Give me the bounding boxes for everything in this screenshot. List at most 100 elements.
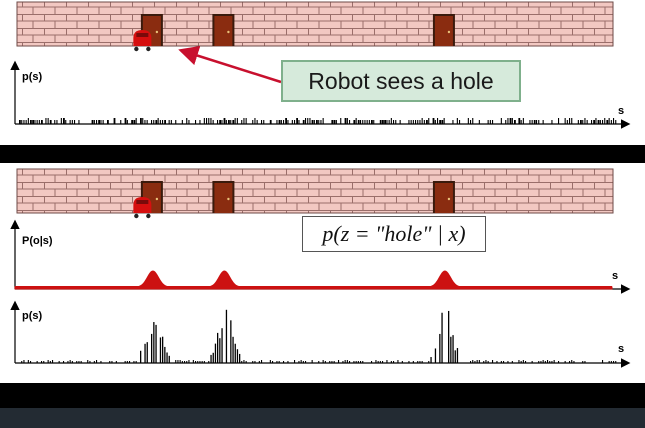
uniform-bar xyxy=(313,120,315,124)
posterior-bar xyxy=(569,361,571,363)
uniform-bar xyxy=(164,120,166,124)
uniform-bar xyxy=(23,120,25,124)
uniform-bar xyxy=(349,120,351,124)
door-knob-0 xyxy=(155,30,159,34)
uniform-bar xyxy=(232,120,235,124)
uniform-bar xyxy=(74,120,76,124)
uniform-bar xyxy=(529,120,531,124)
robot-wheel-0 xyxy=(134,213,139,219)
posterior-bar xyxy=(571,360,573,363)
uniform-bar xyxy=(533,120,536,124)
posterior-bar xyxy=(353,361,355,363)
uniform-bar xyxy=(388,120,390,124)
uniform-bar xyxy=(307,118,309,124)
posterior-bar xyxy=(287,361,289,363)
uniform-bar xyxy=(175,120,177,124)
uniform-bar xyxy=(120,120,122,124)
uniform-bar xyxy=(261,120,263,124)
uniform-bar xyxy=(170,120,172,124)
uniform-bar xyxy=(199,120,201,124)
posterior-bar xyxy=(553,360,555,363)
uniform-bar xyxy=(168,120,170,124)
uniform-bar xyxy=(252,120,254,124)
uniform-bar xyxy=(564,118,566,124)
uniform-bar xyxy=(19,120,21,124)
uniform-bar xyxy=(518,118,521,124)
uniform-bar xyxy=(254,118,256,124)
posterior-bar xyxy=(162,336,164,363)
uniform-bar xyxy=(47,118,49,124)
posterior-bar xyxy=(428,361,430,363)
posterior-bar xyxy=(217,332,219,363)
posterior-bar xyxy=(386,360,388,363)
uniform-bar xyxy=(335,120,337,124)
uniform-bar xyxy=(60,118,62,124)
posterior-bar xyxy=(300,360,302,363)
posterior-bar xyxy=(58,361,60,363)
uniform-bar xyxy=(610,120,612,124)
uniform-bar xyxy=(434,120,436,124)
uniform-bar xyxy=(236,118,238,124)
posterior-bar xyxy=(434,348,437,363)
uniform-bar xyxy=(212,120,214,124)
uniform-bar xyxy=(320,120,322,124)
posterior-bar xyxy=(540,361,542,363)
uniform-bar xyxy=(234,118,236,124)
uniform-bar xyxy=(467,118,469,124)
uniform-bar xyxy=(287,120,289,124)
posterior-bar xyxy=(100,361,102,363)
door-knob-2 xyxy=(447,30,451,34)
posterior-bar xyxy=(331,361,333,363)
uniform-bar xyxy=(395,120,397,124)
uniform-bar xyxy=(71,120,73,124)
uniform-bar xyxy=(382,120,384,124)
posterior-bar xyxy=(377,361,379,363)
posterior-bar xyxy=(133,361,135,363)
uniform-bar xyxy=(456,118,458,124)
posterior-bar xyxy=(430,357,432,363)
uniform-bar xyxy=(452,120,454,124)
uniform-bar xyxy=(153,120,155,124)
posterior-bar xyxy=(397,360,399,363)
posterior-bar xyxy=(531,361,533,363)
uniform-bar xyxy=(298,120,300,124)
uniform-bar xyxy=(206,118,208,124)
posterior-bar xyxy=(551,361,553,363)
posterior-bar xyxy=(439,333,441,363)
posterior-bar xyxy=(243,360,245,363)
uniform-bar xyxy=(597,120,600,124)
uniform-bar xyxy=(509,118,512,124)
posterior-bar xyxy=(349,361,351,363)
uniform-bar xyxy=(360,120,362,124)
posterior-bar xyxy=(608,361,610,363)
likelihood-baseline xyxy=(15,286,612,289)
robot-body xyxy=(133,30,152,46)
uniform-bar xyxy=(357,120,360,124)
uniform-bar xyxy=(500,118,502,124)
door-2 xyxy=(434,16,453,46)
posterior-bar xyxy=(375,360,377,363)
posterior-bar xyxy=(342,361,344,363)
uniform-bar xyxy=(283,120,285,124)
uniform-bar xyxy=(69,120,71,124)
uniform-bar xyxy=(280,120,282,124)
uniform-bar xyxy=(146,120,148,124)
posterior-bar xyxy=(269,360,271,363)
posterior-bar xyxy=(192,360,194,363)
posterior-bar xyxy=(181,361,183,363)
posterior-bar xyxy=(371,361,373,363)
uniform-bar xyxy=(423,120,425,124)
posterior-bar xyxy=(401,361,403,363)
uniform-bar xyxy=(606,120,609,124)
posterior-bar xyxy=(329,361,331,363)
posterior-bar xyxy=(21,361,23,363)
posterior-bar xyxy=(69,360,71,363)
uniform-bar xyxy=(520,120,522,124)
posterior-bar xyxy=(538,361,540,363)
posterior-bar xyxy=(252,361,254,363)
posterior-bar xyxy=(305,361,307,363)
uniform-bar xyxy=(368,120,370,124)
posterior-bar xyxy=(261,360,263,363)
posterior-bar xyxy=(417,361,419,363)
posterior-bar xyxy=(346,360,348,363)
